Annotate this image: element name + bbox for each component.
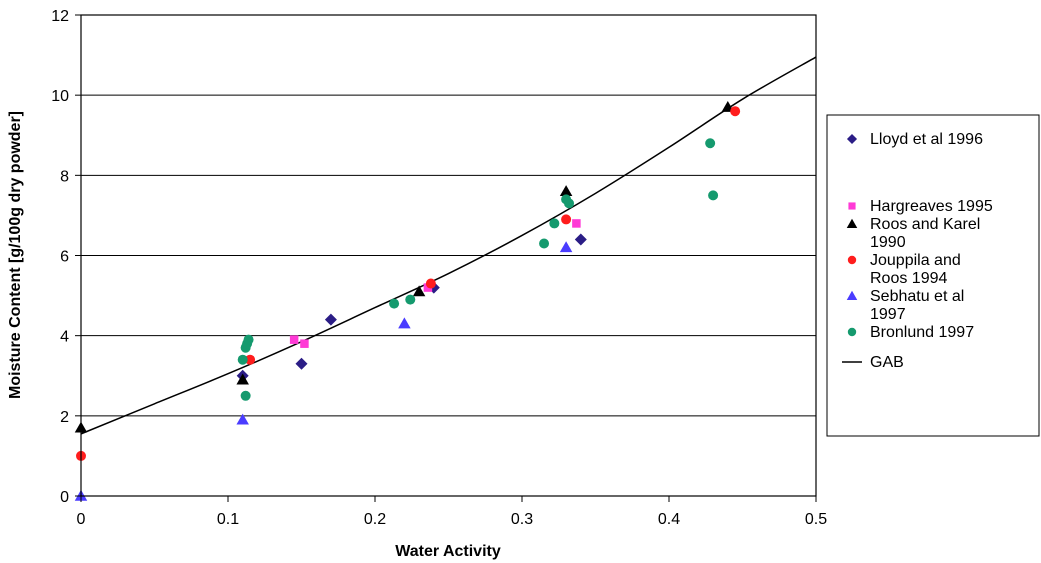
data-point-bronlund-1997 <box>549 218 560 229</box>
y-tick-label: 10 <box>51 88 69 105</box>
data-point-bronlund-1997 <box>708 190 719 201</box>
data-point-sebhatu-et-al-1997 <box>398 317 411 329</box>
data-point-bronlund-1997 <box>564 198 575 209</box>
legend-label: Bronlund 1997 <box>870 324 974 341</box>
legend-box <box>826 114 1040 437</box>
data-points <box>74 100 741 501</box>
gab-curve-layer <box>80 56 817 435</box>
data-point-jouppila-and-roos-1994 <box>730 106 741 117</box>
legend-label: Jouppila and Roos 1994 <box>870 252 961 287</box>
y-tick-label: 0 <box>60 489 69 506</box>
y-tick-label: 8 <box>60 168 69 185</box>
legend-item-hargreaves-1995: Hargreaves 1995 <box>848 198 993 215</box>
data-point-bronlund-1997 <box>237 354 248 365</box>
legend-label: Hargreaves 1995 <box>870 198 993 215</box>
x-tick-label: 0.5 <box>805 511 827 528</box>
legend-label: GAB <box>870 354 904 371</box>
data-point-lloyd-et-al-1996 <box>324 313 337 326</box>
data-point-roos-and-karel-1990 <box>559 185 573 197</box>
y-axis-title: Moisture Content [g/100g dry powder] <box>7 111 24 399</box>
data-point-roos-and-karel-1990 <box>236 373 249 385</box>
legend-item-jouppila-and-roos-1994: Jouppila and Roos 1994 <box>847 252 961 287</box>
legend-item-gab: GAB <box>842 354 904 371</box>
legend-marker-circle <box>847 255 857 265</box>
legend-marker-triangle <box>846 218 858 228</box>
series-line-gab <box>80 56 817 435</box>
data-point-bronlund-1997 <box>539 238 550 249</box>
legend-label: Roos and Karel 1990 <box>870 216 980 251</box>
legend-marker-triangle <box>846 290 858 300</box>
x-tick-label: 0.2 <box>364 511 386 528</box>
data-point-lloyd-et-al-1996 <box>295 357 308 370</box>
x-ticks: 0 0.1 0.2 0.3 0.4 0.5 <box>77 496 827 528</box>
legend-marker-square <box>848 202 856 210</box>
x-axis-title: Water Activity <box>395 543 501 560</box>
data-point-sebhatu-et-al-1997 <box>559 241 573 253</box>
x-tick-label: 0.3 <box>511 511 533 528</box>
legend-marker-circle <box>847 327 857 337</box>
y-tick-label: 6 <box>60 249 69 266</box>
data-point-jouppila-and-roos-1994 <box>561 214 572 225</box>
data-point-bronlund-1997 <box>240 390 251 401</box>
legend-item-lloyd-et-al-1996: Lloyd et al 1996 <box>846 131 983 148</box>
data-point-bronlund-1997 <box>389 298 400 309</box>
data-point-hargreaves-1995 <box>300 339 309 348</box>
data-point-hargreaves-1995 <box>289 335 299 344</box>
y-tick-label: 12 <box>51 8 69 25</box>
data-point-hargreaves-1995 <box>572 219 581 228</box>
data-point-jouppila-and-roos-1994 <box>425 278 436 289</box>
legend-item-roos-and-karel-1990: Roos and Karel 1990 <box>846 216 980 251</box>
data-point-lloyd-et-al-1996 <box>574 233 587 246</box>
legend-item-bronlund-1997: Bronlund 1997 <box>847 324 974 341</box>
data-point-sebhatu-et-al-1997 <box>236 413 249 425</box>
data-point-bronlund-1997 <box>405 294 416 305</box>
legend-label: Sebhatu et al 1997 <box>870 288 964 323</box>
data-point-jouppila-and-roos-1994 <box>245 354 256 365</box>
gridlines <box>81 94 816 417</box>
data-point-bronlund-1997 <box>705 138 716 149</box>
data-point-roos-and-karel-1990 <box>412 285 426 297</box>
data-point-bronlund-1997 <box>243 334 254 345</box>
y-tick-label: 4 <box>60 329 69 346</box>
y-tick-label: 2 <box>60 409 69 426</box>
x-tick-label: 0.4 <box>658 511 680 528</box>
y-ticks: 0 2 4 6 8 10 12 <box>51 8 81 506</box>
legend-label: Lloyd et al 1996 <box>870 131 983 148</box>
legend-marker-diamond <box>846 133 858 145</box>
x-tick-label: 0.1 <box>217 511 239 528</box>
x-tick-label: 0 <box>77 511 86 528</box>
legend-item-sebhatu-et-al-1997: Sebhatu et al 1997 <box>846 288 964 323</box>
